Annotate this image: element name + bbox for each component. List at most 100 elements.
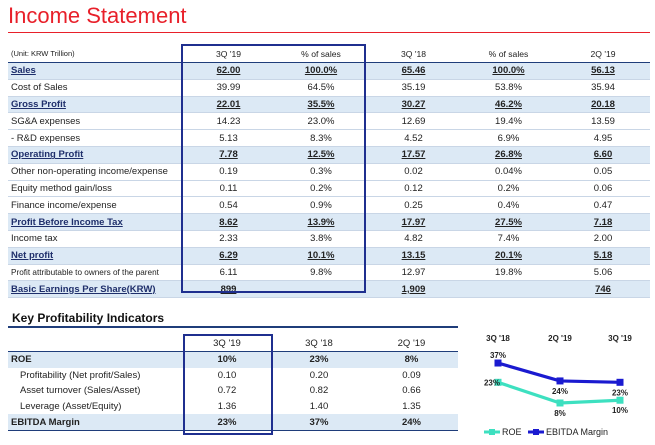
cell-value: 0.11 bbox=[181, 180, 276, 198]
table-row: Gross Profit 22.01 35.5% 30.27 46.2% 20.18 bbox=[8, 96, 650, 114]
x-tick-label: 3Q '19 bbox=[608, 334, 632, 343]
cell-value: 100.0% bbox=[461, 62, 556, 80]
cell-value: 62.00 bbox=[181, 62, 276, 80]
cell-value: 3.8% bbox=[276, 230, 366, 248]
cell-value: 6.60 bbox=[556, 146, 650, 164]
cell-value: 24% bbox=[365, 414, 458, 431]
cell-value: 56.13 bbox=[556, 62, 650, 80]
unit-label: (Unit: KRW Trillion) bbox=[8, 45, 181, 63]
row-label: Equity method gain/loss bbox=[8, 180, 181, 198]
row-label: Cost of Sales bbox=[8, 79, 181, 97]
data-point bbox=[616, 378, 624, 386]
table-row: Operating Profit 7.78 12.5% 17.57 26.8% 6.60 bbox=[8, 146, 650, 164]
row-label: Profitability (Net profit/Sales) bbox=[20, 369, 141, 381]
table-row: ROE 10% 23% 8% bbox=[8, 351, 458, 368]
data-point bbox=[556, 377, 564, 385]
cell-value: 12.5% bbox=[276, 146, 366, 164]
cell-value: 0.10 bbox=[217, 369, 237, 381]
table-row: EBITDA Margin 23% 37% 24% bbox=[8, 414, 458, 431]
cell-value: 8.62 bbox=[181, 213, 276, 231]
page-title: Income Statement bbox=[8, 3, 187, 28]
data-label: 8% bbox=[554, 409, 566, 418]
kpi-header-blank bbox=[8, 335, 181, 352]
table-row: SG&A expenses 14.23 23.0% 12.69 19.4% 13.59 bbox=[8, 112, 650, 131]
cell-value: 4.52 bbox=[366, 129, 461, 147]
cell-value: 0.05 bbox=[556, 163, 650, 181]
table-row: Leverage (Asset/Equity) 1.36 1.40 1.35 bbox=[8, 399, 458, 415]
data-point bbox=[556, 399, 564, 407]
data-point bbox=[494, 378, 502, 386]
kpi-table: 3Q '19 3Q '18 2Q '19 ROE 10% 23% 8% Profitab… bbox=[8, 335, 458, 431]
cell-value: 2.00 bbox=[556, 230, 650, 248]
cell-value bbox=[461, 280, 556, 299]
table-row: Other non-operating income/expense 0.19 0.… bbox=[8, 163, 650, 181]
cell-value: 26.8% bbox=[461, 146, 556, 164]
row-label: EBITDA Margin bbox=[8, 414, 181, 431]
cell-value: 35.19 bbox=[366, 79, 461, 97]
row-label: Finance income/expense bbox=[8, 196, 181, 215]
column-header: 3Q '18 bbox=[366, 45, 461, 63]
row-label: Asset turnover (Sales/Asset) bbox=[20, 385, 141, 397]
cell-value: 1.36 bbox=[217, 401, 237, 413]
row-label: - R&D expenses bbox=[8, 129, 181, 147]
table-row: Cost of Sales 39.99 64.5% 35.19 53.8% 35.94 bbox=[8, 79, 650, 97]
row-label: Basic Earnings Per Share(KRW) bbox=[8, 280, 181, 299]
table-row: Profit Before Income Tax 8.62 13.9% 17.97 27… bbox=[8, 213, 650, 231]
row-label: Leverage (Asset/Equity) bbox=[20, 401, 122, 413]
table-row: Finance income/expense 0.54 0.9% 0.25 0.4% 0.… bbox=[8, 196, 650, 215]
table-row: - R&D expenses 5.13 8.3% 4.52 6.9% 4.95 bbox=[8, 129, 650, 147]
cell-value: 0.66 bbox=[402, 385, 421, 397]
cell-value: 35.5% bbox=[276, 96, 366, 114]
cell-value: 20.18 bbox=[556, 96, 650, 114]
cell-value: 746 bbox=[556, 280, 650, 299]
column-header: 3Q '19 bbox=[181, 45, 276, 63]
cell-value: 0.47 bbox=[556, 196, 650, 215]
kpi-line-chart: 3Q '18 2Q '19 3Q '19 23% 8% 10% 37% 24% 23% ROE EB… bbox=[484, 334, 632, 437]
table-row: Net profit 6.29 10.1% 13.15 20.1% 5.18 bbox=[8, 247, 650, 265]
cell-value: 13.9% bbox=[276, 213, 366, 231]
cell-value: 46.2% bbox=[461, 96, 556, 114]
income-statement-header: (Unit: KRW Trillion) 3Q '19 % of sales 3… bbox=[8, 45, 650, 63]
cell-value: 19.8% bbox=[461, 264, 556, 282]
table-row: Profit attributable to owners of the par… bbox=[8, 264, 650, 282]
cell-value: 17.97 bbox=[366, 213, 461, 231]
cell-value: 0.72 bbox=[217, 385, 237, 397]
table-row: Basic Earnings Per Share(KRW) 899 1,909 746 bbox=[8, 280, 650, 299]
column-header: 3Q '18 bbox=[273, 335, 365, 352]
table-row: Profitability (Net profit/Sales) 0.10 0.20… bbox=[8, 368, 458, 384]
cell-value: 12.69 bbox=[366, 112, 461, 131]
cell-value: 7.18 bbox=[556, 213, 650, 231]
data-label: 23% bbox=[612, 388, 628, 397]
cell-value: 0.25 bbox=[366, 196, 461, 215]
cell-value: 4.95 bbox=[556, 129, 650, 147]
column-header: 2Q '19 bbox=[365, 335, 458, 352]
cell-value: 23% bbox=[273, 351, 365, 368]
row-label: Other non-operating income/expense bbox=[8, 163, 181, 181]
cell-value: 13.15 bbox=[366, 247, 461, 265]
cell-value: 0.06 bbox=[556, 180, 650, 198]
cell-value: 0.9% bbox=[276, 196, 366, 215]
row-label: Income tax bbox=[8, 230, 181, 248]
cell-value: 14.23 bbox=[181, 112, 276, 131]
row-label: Operating Profit bbox=[8, 146, 181, 164]
legend-marker bbox=[489, 429, 495, 435]
cell-value: 23.0% bbox=[276, 112, 366, 131]
cell-value: 13.59 bbox=[556, 112, 650, 131]
cell-value: 35.94 bbox=[556, 79, 650, 97]
cell-value: 0.04% bbox=[461, 163, 556, 181]
row-label: Sales bbox=[8, 62, 181, 80]
column-header: % of sales bbox=[276, 45, 366, 63]
column-header: 3Q '19 bbox=[181, 335, 273, 352]
cell-value bbox=[276, 280, 366, 299]
cell-value: 27.5% bbox=[461, 213, 556, 231]
cell-value: 1,909 bbox=[366, 280, 461, 299]
column-header: % of sales bbox=[461, 45, 556, 63]
data-point bbox=[616, 396, 624, 404]
cell-value: 899 bbox=[181, 280, 276, 299]
table-row: Income tax 2.33 3.8% 4.82 7.4% 2.00 bbox=[8, 230, 650, 248]
row-label: SG&A expenses bbox=[8, 112, 181, 131]
cell-value: 0.2% bbox=[461, 180, 556, 198]
cell-value: 0.2% bbox=[276, 180, 366, 198]
data-label: 24% bbox=[552, 387, 568, 396]
x-tick-label: 3Q '18 bbox=[486, 334, 510, 343]
